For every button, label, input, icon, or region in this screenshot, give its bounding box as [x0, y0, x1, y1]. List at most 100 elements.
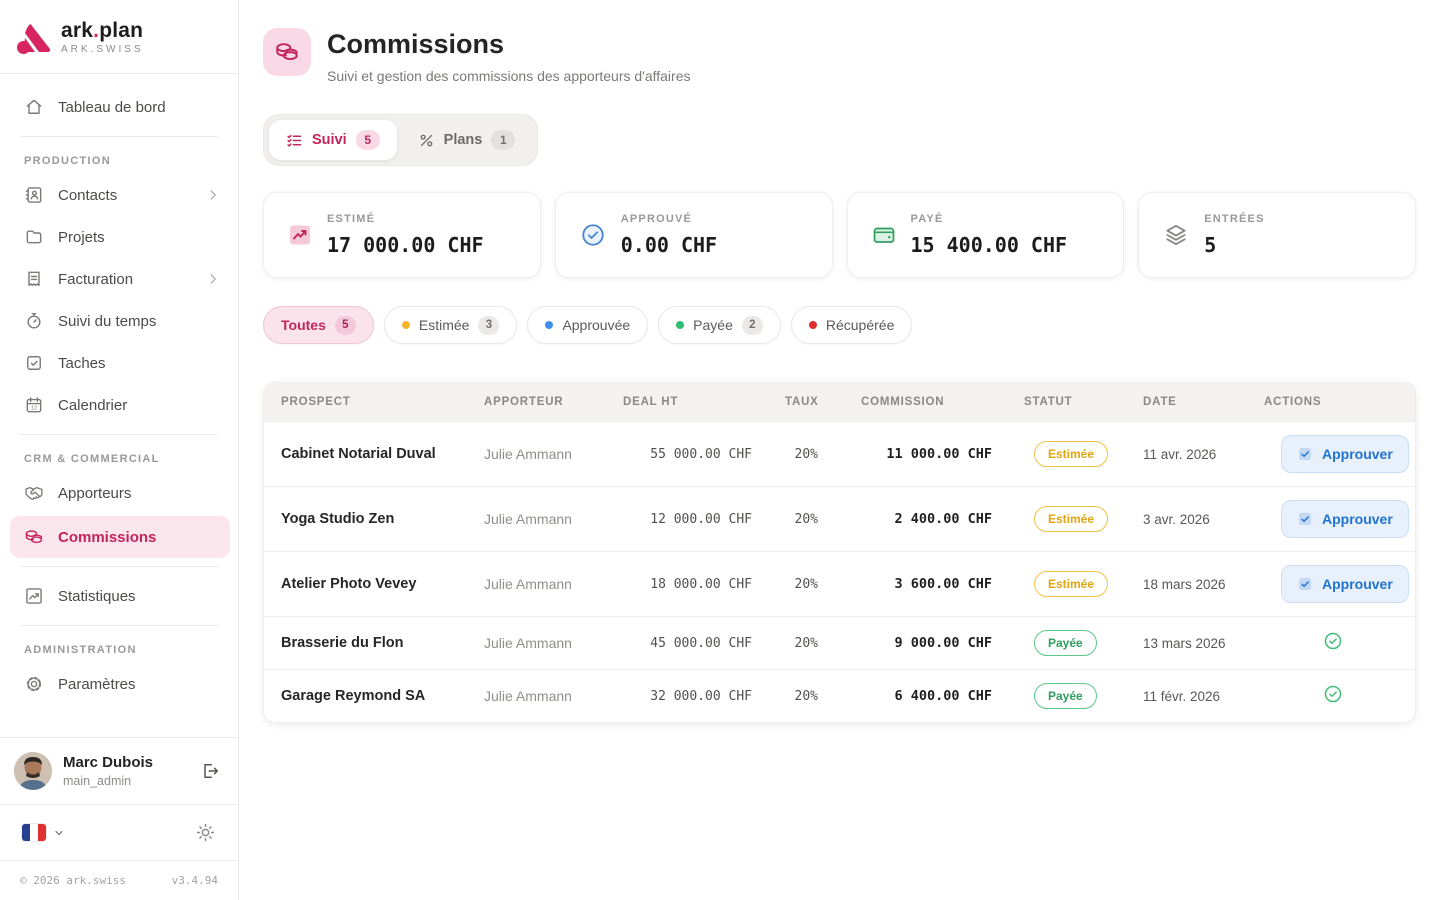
- table-header-row: PROSPECT APPORTEUR DEAL HT TAUX COMMISSI…: [264, 383, 1415, 421]
- stat-card-estime: ESTIMÉ 17 000.00 CHF: [263, 192, 541, 278]
- sidebar-item-taches[interactable]: Taches: [0, 342, 238, 384]
- brand-mark-icon: [16, 21, 52, 55]
- language-selector[interactable]: [22, 824, 65, 841]
- svg-text:12: 12: [31, 406, 37, 412]
- status-badge: Payée: [1034, 630, 1097, 656]
- layers-icon: [1163, 222, 1189, 248]
- payee-dot-icon: [676, 321, 685, 329]
- sidebar-item-contacts[interactable]: Contacts: [0, 174, 238, 216]
- cell-apporteur: Julie Ammann: [484, 511, 572, 527]
- table-row: Atelier Photo Vevey Julie Ammann 18 000.…: [264, 551, 1415, 616]
- approuvee-dot-icon: [545, 321, 554, 329]
- sidebar-item-label: Projets: [58, 228, 105, 246]
- sidebar-item-statistiques[interactable]: Statistiques: [0, 575, 238, 617]
- approve-button-label: Approuver: [1322, 511, 1393, 527]
- check-square-icon: [24, 353, 44, 373]
- filter-chip-approuvee[interactable]: Approuvée: [527, 306, 649, 344]
- list-check-icon: [286, 132, 303, 149]
- sidebar-item-projets[interactable]: Projets: [0, 216, 238, 258]
- view-tabs: Suivi 5 Plans 1: [263, 114, 539, 166]
- commissions-coins-icon: [263, 28, 311, 76]
- gear-icon: [24, 674, 44, 694]
- tab-label: Plans: [443, 132, 483, 148]
- stat-label: PAYÉ: [910, 213, 944, 225]
- filter-chip-estimee[interactable]: Estimée 3: [383, 306, 518, 344]
- paid-check-circle-icon: [1323, 631, 1343, 651]
- approve-button-label: Approuver: [1322, 446, 1393, 462]
- sidebar-item-suivi-du-temps[interactable]: Suivi du temps: [0, 300, 238, 342]
- cell-taux: 20%: [794, 446, 818, 462]
- approve-button[interactable]: Approuver: [1281, 500, 1409, 538]
- cell-apporteur: Julie Ammann: [484, 688, 572, 704]
- status-badge: Estimée: [1034, 571, 1109, 597]
- table-row: Cabinet Notarial Duval Julie Ammann 55 0…: [264, 421, 1415, 486]
- cell-deal: 32 000.00 CHF: [650, 688, 752, 704]
- preferences-row: [0, 804, 238, 860]
- column-header-apporteur: APPORTEUR: [484, 396, 564, 408]
- sidebar: ark.plan ARK.SWISS Tableau de bord PRODU…: [0, 0, 239, 900]
- page-subtitle: Suivi et gestion des commissions des app…: [327, 68, 691, 84]
- sidebar-item-facturation[interactable]: Facturation: [0, 258, 238, 300]
- table-body: Cabinet Notarial Duval Julie Ammann 55 0…: [264, 421, 1415, 722]
- sidebar-item-label: Taches: [58, 354, 106, 372]
- check-square-icon: [1297, 511, 1313, 527]
- cell-taux: 20%: [794, 511, 818, 527]
- sidebar-item-commissions[interactable]: Commissions: [10, 516, 230, 558]
- user-role: main_admin: [63, 774, 132, 788]
- user-profile[interactable]: Marc Dubois main_admin: [0, 737, 238, 804]
- sidebar-item-label: Commissions: [58, 528, 157, 546]
- filter-chip-payee[interactable]: Payée 2: [658, 306, 781, 344]
- divider: [20, 566, 218, 567]
- cell-prospect: Garage Reymond SA: [281, 688, 426, 704]
- approve-button[interactable]: Approuver: [1281, 435, 1409, 473]
- filter-chip-recuperee[interactable]: Récupérée: [790, 306, 913, 344]
- cell-taux: 20%: [794, 635, 818, 651]
- approve-button[interactable]: Approuver: [1281, 565, 1409, 603]
- chevron-down-icon: [53, 827, 65, 839]
- stat-label: ENTRÉES: [1204, 213, 1265, 225]
- handshake-icon: [24, 483, 44, 503]
- cell-date: 11 févr. 2026: [1143, 688, 1221, 704]
- divider: [20, 434, 218, 435]
- sidebar-item-apporteurs[interactable]: Apporteurs: [0, 472, 238, 514]
- stat-value: 15 400.00 CHF: [910, 233, 1068, 257]
- chip-label: Payée: [693, 317, 733, 333]
- approve-button-label: Approuver: [1322, 576, 1393, 592]
- sidebar-item-calendrier[interactable]: 12 Calendrier: [0, 384, 238, 426]
- sidebar-item-parametres[interactable]: Paramètres: [0, 663, 238, 705]
- paid-check-circle-icon: [1323, 684, 1343, 704]
- sidebar-item-tableau-de-bord[interactable]: Tableau de bord: [0, 86, 238, 128]
- status-badge: Payée: [1034, 683, 1097, 709]
- column-header-taux: TAUX: [785, 396, 819, 408]
- chart-line-icon: [24, 586, 44, 606]
- cell-apporteur: Julie Ammann: [484, 576, 572, 592]
- table-row: Garage Reymond SA Julie Ammann 32 000.00…: [264, 669, 1415, 722]
- cell-commission: 2 400.00 CHF: [894, 511, 992, 527]
- stat-label: APPROUVÉ: [620, 213, 693, 225]
- logout-icon[interactable]: [200, 761, 220, 781]
- chip-label: Récupérée: [825, 317, 895, 333]
- cell-apporteur: Julie Ammann: [484, 635, 572, 651]
- section-label-crm: CRM & COMMERCIAL: [24, 453, 160, 465]
- cell-commission: 3 600.00 CHF: [894, 576, 992, 592]
- theme-toggle-sun-icon[interactable]: [195, 822, 216, 843]
- brand-logo[interactable]: ark.plan ARK.SWISS: [0, 0, 238, 74]
- cell-deal: 55 000.00 CHF: [650, 446, 752, 462]
- table-row: Brasserie du Flon Julie Ammann 45 000.00…: [264, 616, 1415, 669]
- chip-count-badge: 3: [478, 315, 500, 335]
- calendar-icon: 12: [24, 395, 44, 415]
- stats-cards: ESTIMÉ 17 000.00 CHF APPROUVÉ 0.00 CHF P…: [263, 192, 1416, 278]
- column-header-actions: ACTIONS: [1264, 396, 1322, 408]
- coins-icon: [24, 527, 44, 547]
- sidebar-item-label: Contacts: [58, 186, 118, 204]
- french-flag-icon: [22, 824, 46, 841]
- invoice-icon: [24, 269, 44, 289]
- sidebar-item-label: Apporteurs: [58, 484, 132, 502]
- filter-chip-toutes[interactable]: Toutes 5: [263, 306, 374, 344]
- percent-icon: [418, 132, 435, 149]
- cell-prospect: Yoga Studio Zen: [281, 511, 395, 527]
- tab-suivi[interactable]: Suivi 5: [269, 120, 397, 160]
- sidebar-item-label: Paramètres: [58, 675, 136, 693]
- user-name: Marc Dubois: [63, 754, 154, 771]
- tab-plans[interactable]: Plans 1: [401, 120, 533, 160]
